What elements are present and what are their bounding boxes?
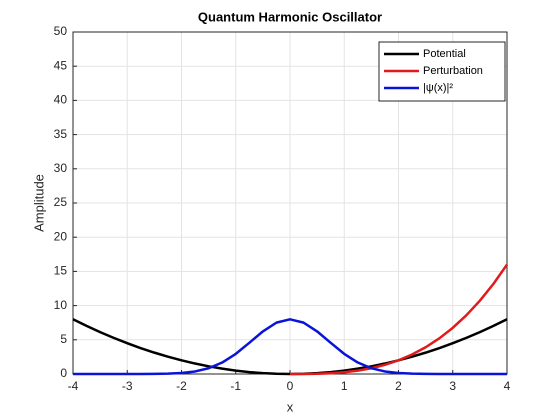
x-tick-label: -2 (176, 379, 187, 393)
y-tick-label: 10 (54, 298, 68, 312)
legend-label: |ψ(x)|² (423, 82, 453, 94)
legend-label: Perturbation (423, 65, 483, 77)
y-tick-label: 50 (54, 24, 68, 38)
x-axis-label: x (287, 399, 294, 414)
x-tick-label: -1 (230, 379, 241, 393)
x-tick-label: 4 (504, 379, 511, 393)
y-tick-label: 25 (54, 195, 68, 209)
y-tick-label: 35 (54, 127, 68, 141)
x-tick-label: -4 (68, 379, 79, 393)
y-tick-label: 0 (60, 366, 67, 380)
y-tick-label: 15 (54, 264, 68, 278)
chart-title: Quantum Harmonic Oscillator (198, 9, 382, 24)
legend-label: Potential (423, 48, 466, 60)
x-tick-label: -3 (122, 379, 133, 393)
x-tick-label: 2 (395, 379, 402, 393)
y-axis-label: Amplitude (31, 174, 46, 232)
y-tick-label: 45 (54, 58, 68, 72)
y-tick-label: 40 (54, 93, 68, 107)
x-tick-label: 0 (287, 379, 294, 393)
series-line (73, 318, 507, 376)
x-tick-label: 3 (449, 379, 456, 393)
x-tick-label: 1 (341, 379, 348, 393)
y-tick-label: 20 (54, 229, 68, 243)
series-line (289, 263, 509, 376)
y-tick-label: 5 (60, 332, 67, 346)
y-tick-label: 30 (54, 161, 68, 175)
